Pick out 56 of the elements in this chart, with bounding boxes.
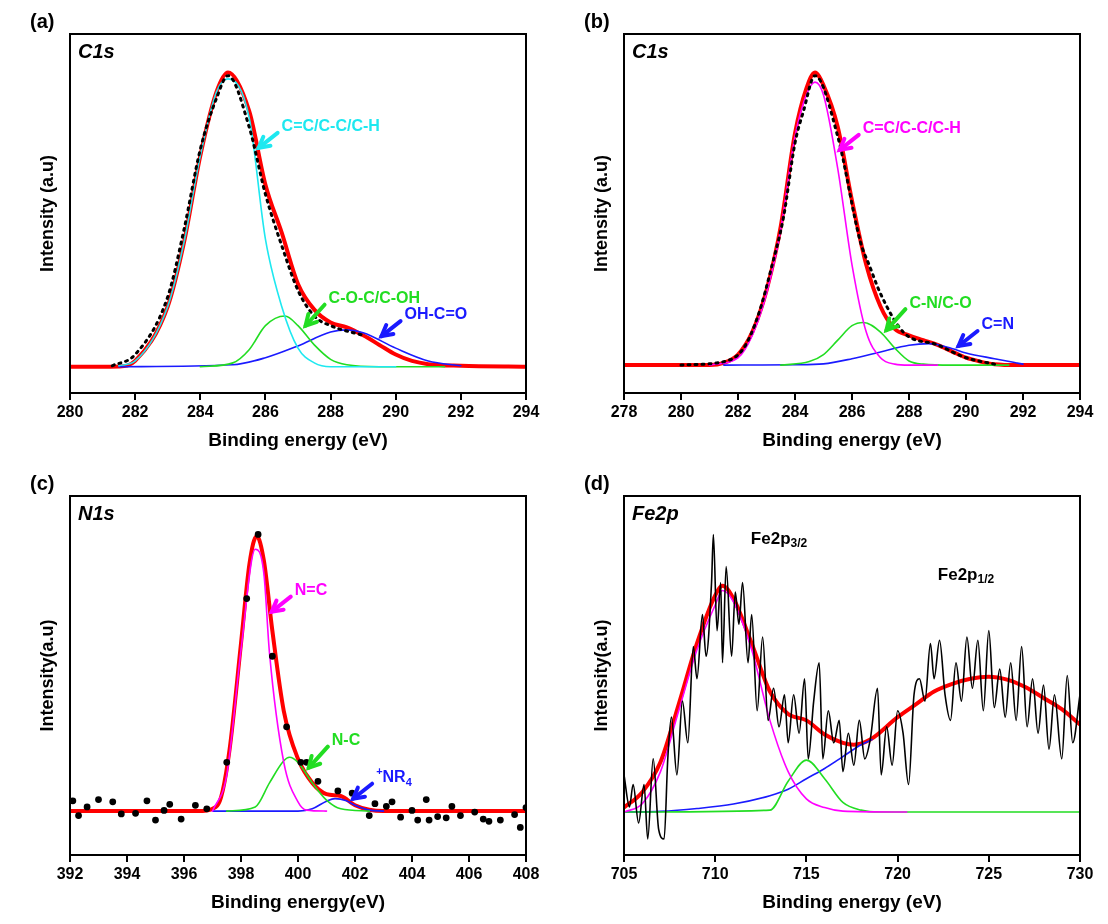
x-tick-label: 402 [341,865,369,883]
x-tick-label: 400 [284,865,312,883]
x-tick-label: 284 [186,403,214,421]
chart-title: (d) [584,471,610,494]
chart-subtitle: C1s [632,39,669,62]
x-tick-label: 398 [227,865,255,883]
series-label: N=C [294,581,328,599]
x-tick-label: 278 [610,403,638,421]
x-tick-label: 290 [382,403,410,421]
x-tick-label: 292 [1009,403,1037,421]
x-tick-label: 394 [113,865,141,883]
series-label: C=C/C-C/C-H [862,119,961,137]
x-tick-label: 730 [1066,865,1094,883]
x-tick-label: 715 [793,865,820,883]
x-tick-label: 292 [447,403,475,421]
x-tick-label: 392 [56,865,84,883]
y-axis-title: Intensity (a.u) [590,154,611,272]
x-tick-label: 282 [724,403,752,421]
x-tick-label: 705 [610,865,638,883]
x-tick-label: 280 [56,403,84,421]
chart-subtitle: N1s [78,501,115,524]
chart-title: (a) [30,9,55,32]
x-axis-title: Binding energy (eV) [208,428,388,450]
x-tick-label: 294 [1066,403,1094,421]
x-tick-label: 710 [701,865,729,883]
x-tick-label: 284 [781,403,809,421]
x-tick-label: 282 [121,403,149,421]
series-label: OH-C=O [404,305,468,323]
series-label: C=C/C-C/C-H [281,117,380,135]
x-tick-label: 288 [895,403,923,421]
x-tick-label: 286 [252,403,279,421]
text: C-O-C/C-OH [328,289,421,307]
x-tick-label: 294 [512,403,540,421]
x-axis-title: Binding energy (eV) [762,428,942,450]
x-axis-title: Binding energy(eV) [210,890,386,912]
text: N-C [331,731,361,749]
series-label: C=N [981,315,1014,333]
chart-subtitle: C1s [78,39,115,62]
x-tick-label: 286 [838,403,866,421]
x-tick-label: 720 [884,865,912,883]
x-tick-label: 290 [952,403,980,421]
x-tick-label: 408 [512,865,540,883]
chart-title: (c) [30,471,55,494]
x-tick-label: 404 [398,865,426,883]
y-axis-title: Intensity(a.u) [590,619,611,732]
x-tick-label: 725 [975,865,1003,883]
x-tick-label: 396 [170,865,198,883]
x-tick-label: 280 [667,403,695,421]
x-tick-label: 288 [317,403,345,421]
y-axis-title: Intensity (a.u) [36,154,57,272]
chart-subtitle: Fe2p [632,501,679,524]
chart-title: (b) [584,9,610,32]
x-axis-title: Binding energy (eV) [762,890,942,912]
text: C-N/C-O [909,293,972,311]
y-axis-title: Intensity(a.u) [36,619,57,732]
x-tick-label: 406 [455,865,483,883]
